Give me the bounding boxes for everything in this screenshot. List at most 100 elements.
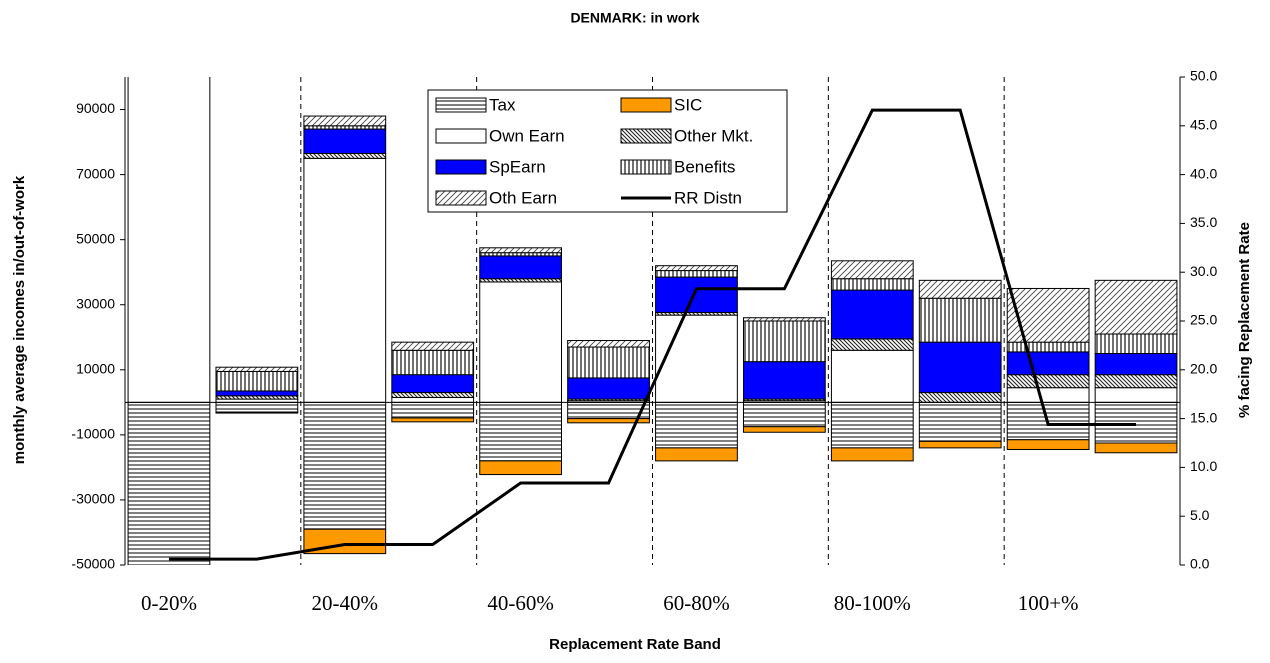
bar-segment [830, 278, 914, 291]
bar-segment [303, 128, 387, 154]
bar-segment [1006, 374, 1090, 389]
bar-segment [655, 276, 738, 314]
x-tick-label: 40-60% [487, 591, 554, 615]
bar-segment [215, 401, 299, 413]
bar-segment [1006, 351, 1090, 376]
y-axis-label: monthly average incomes in/out-of-work [11, 175, 28, 464]
bar-segment [1006, 439, 1090, 451]
legend-label: SIC [674, 95, 702, 114]
y-tick-label: 90000 [76, 100, 115, 116]
bar-segment [655, 314, 738, 403]
bar-segment [567, 418, 650, 424]
bar-segment [1094, 333, 1178, 355]
y-tick-label: -50000 [71, 556, 115, 572]
bars [127, 77, 1178, 565]
bar-segment [742, 361, 826, 400]
bar-segment [391, 349, 475, 376]
y-tick-label: -10000 [71, 426, 115, 442]
legend-swatch [620, 128, 672, 144]
bar-segment [391, 374, 475, 394]
bar-segment [567, 377, 650, 400]
bar-segment [830, 401, 914, 449]
bar-segment [391, 396, 475, 403]
bar-segment [655, 270, 738, 278]
bar-segment [1094, 374, 1178, 389]
bar-segment [303, 401, 387, 530]
bar-segment [742, 317, 826, 322]
legend-label: Oth Earn [489, 188, 557, 207]
bar-segment [1006, 387, 1090, 403]
bar-segment [918, 297, 1002, 343]
bar-segment [1094, 279, 1178, 335]
y2-tick-label: 50.0 [1190, 68, 1217, 84]
bar-segment [391, 392, 475, 398]
bar-segment [918, 392, 1002, 403]
y2-tick-label: 30.0 [1190, 263, 1217, 279]
y2-tick-label: 45.0 [1190, 117, 1217, 133]
y2-tick-label: 40.0 [1190, 165, 1217, 181]
x-tick-label: 20-40% [312, 591, 379, 615]
bar-segment [742, 401, 826, 428]
y2-tick-label: 5.0 [1190, 507, 1210, 523]
bar-segment [391, 417, 475, 423]
bar-segment [127, 401, 211, 565]
bar-segment [830, 260, 914, 280]
bar-segment [918, 341, 1002, 394]
y2-axis-label: % facing Replacement Rate [1236, 222, 1253, 418]
bar-segment [391, 401, 475, 419]
bar-segment [215, 411, 299, 414]
y-tick-label: 30000 [76, 295, 115, 311]
bar-segment [918, 279, 1002, 299]
x-tick-label: 0-20% [141, 591, 197, 615]
bar-segment [127, 77, 211, 403]
legend-swatch [435, 190, 487, 206]
legend-swatch [620, 159, 672, 175]
y2-tick-label: 35.0 [1190, 214, 1217, 230]
y2-tick-label: 0.0 [1190, 556, 1210, 572]
y-tick-label: 70000 [76, 165, 115, 181]
bar-segment [742, 426, 826, 433]
bar-segment [479, 247, 563, 254]
x-tick-label: 60-80% [663, 591, 730, 615]
bar-segment [918, 401, 1002, 442]
bar-segment [655, 265, 738, 272]
bar-segment [391, 341, 475, 351]
bar-segment [655, 447, 738, 462]
legend-label: Benefits [674, 157, 735, 176]
y-tick-label: -30000 [71, 491, 115, 507]
legend-label: RR Distn [674, 188, 742, 207]
bar-segment [567, 340, 650, 348]
legend-label: Tax [489, 95, 516, 114]
legend-label: Own Earn [489, 126, 565, 145]
bar-segment [1094, 442, 1178, 454]
bar-segment [215, 390, 299, 397]
y2-tick-label: 10.0 [1190, 458, 1217, 474]
legend-label: SpEarn [489, 157, 546, 176]
bar-segment [215, 370, 299, 392]
bar-segment [655, 401, 738, 449]
legend-swatch [435, 97, 487, 113]
bar-segment [1094, 387, 1178, 403]
x-axis-label: Replacement Rate Band [549, 636, 721, 653]
bar-segment [479, 281, 563, 403]
bar-segment [215, 366, 299, 372]
y-tick-label: 50000 [76, 230, 115, 246]
bar-segment [830, 349, 914, 403]
y2-tick-label: 25.0 [1190, 312, 1217, 328]
legend-swatch [435, 159, 487, 175]
y2-tick-label: 15.0 [1190, 409, 1217, 425]
bar-segment [567, 346, 650, 379]
legend-label: Other Mkt. [674, 126, 753, 145]
bar-segment [1006, 341, 1090, 353]
bar-segment [479, 255, 563, 280]
bar-segment [479, 460, 563, 476]
rr-line [168, 108, 1137, 561]
y-tick-label: 10000 [76, 361, 115, 377]
x-tick-label: 100+% [1018, 591, 1079, 615]
legend-swatch [435, 128, 487, 144]
bar-segment [1006, 287, 1090, 343]
bar-segment [918, 440, 1002, 449]
legend-swatch [620, 97, 672, 113]
bar-segment [830, 289, 914, 340]
chart-title: DENMARK: in work [570, 10, 699, 26]
